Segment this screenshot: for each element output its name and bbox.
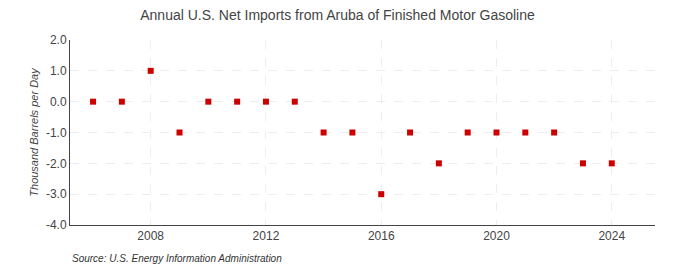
svg-text:Annual U.S. Net Imports from A: Annual U.S. Net Imports from Aruba of Fi… xyxy=(140,7,535,23)
svg-text:2.0: 2.0 xyxy=(50,33,67,47)
svg-text:2024: 2024 xyxy=(598,229,625,243)
svg-text:Thousand Barrels per Day: Thousand Barrels per Day xyxy=(28,67,40,197)
svg-text:Source: U.S. Energy Informatio: Source: U.S. Energy Information Administ… xyxy=(72,253,282,264)
svg-text:0.0: 0.0 xyxy=(50,95,67,109)
svg-text:-3.0: -3.0 xyxy=(46,187,67,201)
svg-text:-1.0: -1.0 xyxy=(46,126,67,140)
svg-text:-2.0: -2.0 xyxy=(46,157,67,171)
svg-text:-4.0: -4.0 xyxy=(46,218,67,232)
svg-text:2016: 2016 xyxy=(368,229,395,243)
svg-text:2008: 2008 xyxy=(137,229,164,243)
svg-text:2020: 2020 xyxy=(483,229,510,243)
svg-text:1.0: 1.0 xyxy=(50,64,67,78)
svg-text:2012: 2012 xyxy=(253,229,280,243)
